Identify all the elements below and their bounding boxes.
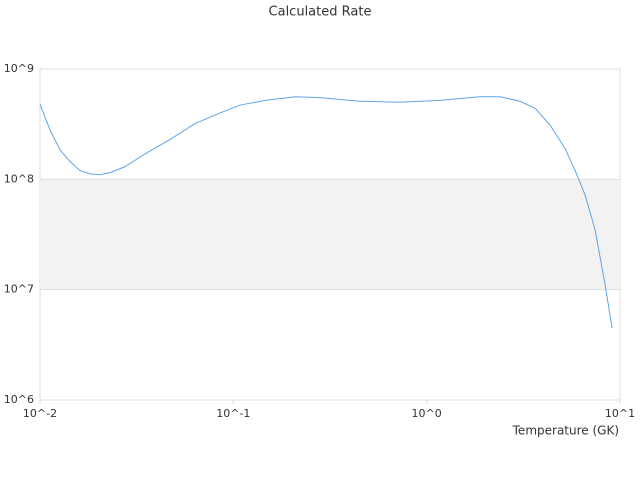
x-tick-label: 10^1 (605, 407, 635, 420)
y-tick-label: 10^8 (4, 172, 34, 185)
x-tick-label: 10^0 (412, 407, 442, 420)
x-axis-label: Temperature (GK) (512, 424, 619, 438)
y-tick-label: 10^9 (4, 62, 34, 75)
x-tick-label: 10^-2 (23, 407, 57, 420)
band (40, 179, 620, 290)
y-tick-label: 10^6 (4, 393, 34, 406)
line (39, 96, 613, 329)
chart-title: Calculated Rate (269, 5, 372, 20)
x-tick-label: 10^-1 (216, 407, 250, 420)
y-tick-label: 10^7 (4, 283, 34, 296)
